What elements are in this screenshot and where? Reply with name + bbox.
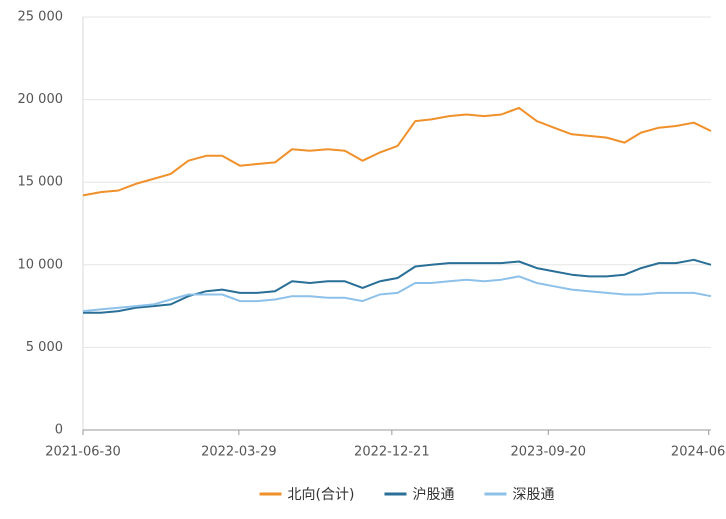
legend-label: 北向(合计) (288, 487, 355, 503)
series-line (82, 275, 712, 313)
legend-item: 深股通 (484, 487, 554, 503)
legend-item: 北向(合计) (259, 487, 355, 503)
legend: 北向(合计) 沪股通 深股通 (259, 487, 554, 503)
legend-label: 沪股通 (412, 487, 454, 503)
x-tick-label: 2023-09-20 (510, 445, 586, 460)
y-tick-label: 25 000 (18, 10, 64, 25)
x-tick-label: 2022-12-21 (354, 445, 430, 460)
series-line (82, 106, 712, 197)
x-tick-label: 2022-03-29 (201, 445, 277, 460)
x-tick-label: 2024-06-26 (671, 445, 726, 460)
legend-label: 深股通 (512, 487, 554, 503)
legend-item: 沪股通 (384, 487, 454, 503)
y-tick-label: 10 000 (18, 257, 64, 272)
y-tick-label: 5 000 (26, 340, 63, 355)
y-tick-label: 20 000 (18, 92, 64, 107)
x-tick-label: 2021-06-30 (45, 445, 121, 460)
y-tick-label: 15 000 (18, 175, 64, 190)
series-line (83, 258, 712, 314)
y-tick-label: 0 (55, 423, 63, 438)
